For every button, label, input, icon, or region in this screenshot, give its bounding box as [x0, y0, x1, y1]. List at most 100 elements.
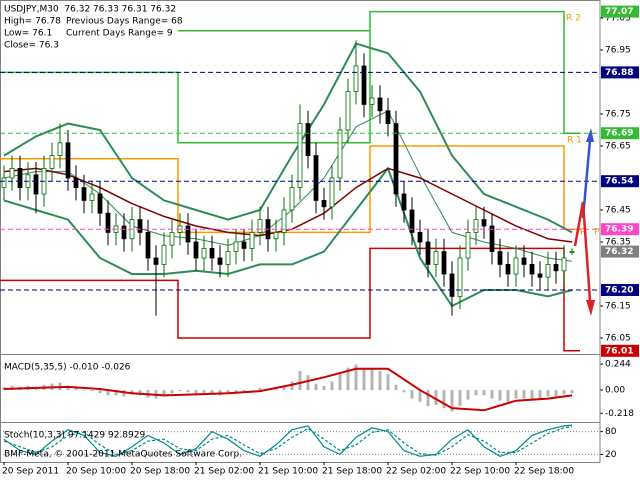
candle-body: [513, 257, 519, 275]
macd-bar: [546, 390, 550, 397]
price-tag-label: 76.39: [605, 225, 633, 235]
macd-bar: [442, 390, 446, 409]
macd-bar: [290, 381, 294, 391]
price-tag-label: 77.07: [605, 7, 633, 17]
x-tick-label: 20 Sep 2011: [2, 467, 59, 477]
info-text: Low= 76.1: [4, 29, 52, 39]
candle-body: [409, 209, 415, 233]
macd-bar: [370, 368, 374, 391]
copyright: BMF-Meta, © 2001-2011 MetaQuotes Softwar…: [4, 450, 242, 460]
macd-bar: [410, 390, 414, 399]
macd-bar: [82, 390, 86, 391]
macd-bar: [434, 390, 438, 405]
candle-body: [489, 225, 495, 253]
candle-body: [481, 219, 487, 227]
candle-body: [81, 187, 87, 201]
indicator-line: [0, 145, 580, 234]
macd-bar: [450, 390, 454, 412]
candle-body: [153, 257, 159, 265]
macd-bar: [258, 387, 262, 391]
candle-body: [337, 129, 343, 179]
level-annotation: P: [580, 228, 586, 238]
macd-bar: [90, 390, 94, 392]
info-text: Current Days Range= 9: [66, 29, 173, 39]
macd-bar: [138, 390, 142, 396]
macd-bar: [482, 390, 486, 396]
candle-body: [161, 244, 167, 265]
macd-bar: [98, 390, 102, 394]
stoch-line: [3, 426, 573, 456]
candle-body: [537, 273, 543, 278]
info-text: Previous Days Range= 68: [66, 17, 183, 27]
indicator-line: [0, 10, 580, 144]
indicator-line: [3, 42, 573, 234]
price-tag: [601, 223, 639, 236]
candle-body: [121, 225, 127, 240]
candle-body: [305, 123, 311, 156]
panel-title: Stoch(10,3,3) 97.1429 92.8929: [4, 431, 145, 441]
candle-body: [297, 123, 303, 188]
candle-body: [345, 91, 351, 131]
candle-body: [521, 257, 527, 265]
macd-bar: [402, 390, 406, 393]
macd-bar: [554, 390, 558, 397]
macd-bar: [378, 370, 382, 391]
y-tick-label: 76.75: [605, 110, 631, 120]
macd-bar: [538, 390, 542, 399]
candle-body: [401, 193, 407, 211]
x-tick-label: 22 Sep 10:00: [450, 467, 510, 477]
candle-body: [201, 247, 207, 259]
forecast-arrows: [573, 128, 595, 316]
price-tag: [601, 344, 639, 357]
candle-body: [49, 155, 55, 169]
info-text: USDJPY,M30 76.32 76.33 76.31 76.32: [4, 5, 176, 15]
macd-bar: [506, 390, 510, 402]
price-tag: [601, 5, 639, 18]
macd-bar: [314, 383, 318, 391]
price-tag: [601, 66, 639, 79]
candle-body: [33, 174, 39, 195]
candle-body: [553, 263, 559, 272]
stoch-line: [3, 424, 573, 457]
price-tag-label: 76.69: [605, 129, 633, 139]
x-tick-label: 21 Sep 10:00: [258, 467, 318, 477]
macd-bar: [418, 390, 422, 402]
macd-bar: [74, 387, 78, 391]
candle-body: [473, 219, 479, 233]
macd-bar: [226, 390, 230, 394]
price-tag-label: 76.20: [605, 286, 633, 296]
y-tick-label: 76.65: [605, 142, 631, 152]
candle-body: [17, 167, 23, 188]
candle-body: [9, 167, 15, 179]
candle-body: [321, 199, 327, 208]
candle-body: [505, 263, 511, 275]
macd-bar: [474, 390, 478, 396]
macd-bar: [114, 390, 118, 396]
red-arrowhead: [586, 300, 595, 316]
candle-body: [65, 142, 71, 179]
macd-bar: [210, 390, 214, 395]
candle-body: [193, 241, 199, 259]
red-arrow: [573, 201, 592, 301]
candle-body: [313, 155, 319, 201]
candle-body: [73, 177, 79, 189]
x-tick-label: 21 Sep 02:00: [194, 467, 254, 477]
level-annotation: R 1: [567, 136, 582, 146]
price-tag-label: 76.01: [605, 346, 633, 356]
candle-body: [529, 263, 535, 275]
level-annotation: P: [594, 228, 600, 238]
macd-bar: [202, 390, 206, 394]
macd-bar: [322, 385, 326, 391]
y-tick-label: -0.218: [605, 409, 634, 419]
candle-body: [457, 257, 463, 297]
macd-bar: [162, 390, 166, 396]
candle-body: [329, 177, 335, 208]
macd-bar: [122, 390, 126, 397]
price-tag: [601, 175, 639, 188]
macd-bar: [274, 389, 278, 391]
candle-body: [233, 241, 239, 253]
candle-body: [417, 231, 423, 243]
y-tick-label: 76.45: [605, 206, 631, 216]
macd-bar: [194, 390, 198, 395]
price-tag-label: 76.88: [605, 68, 633, 78]
